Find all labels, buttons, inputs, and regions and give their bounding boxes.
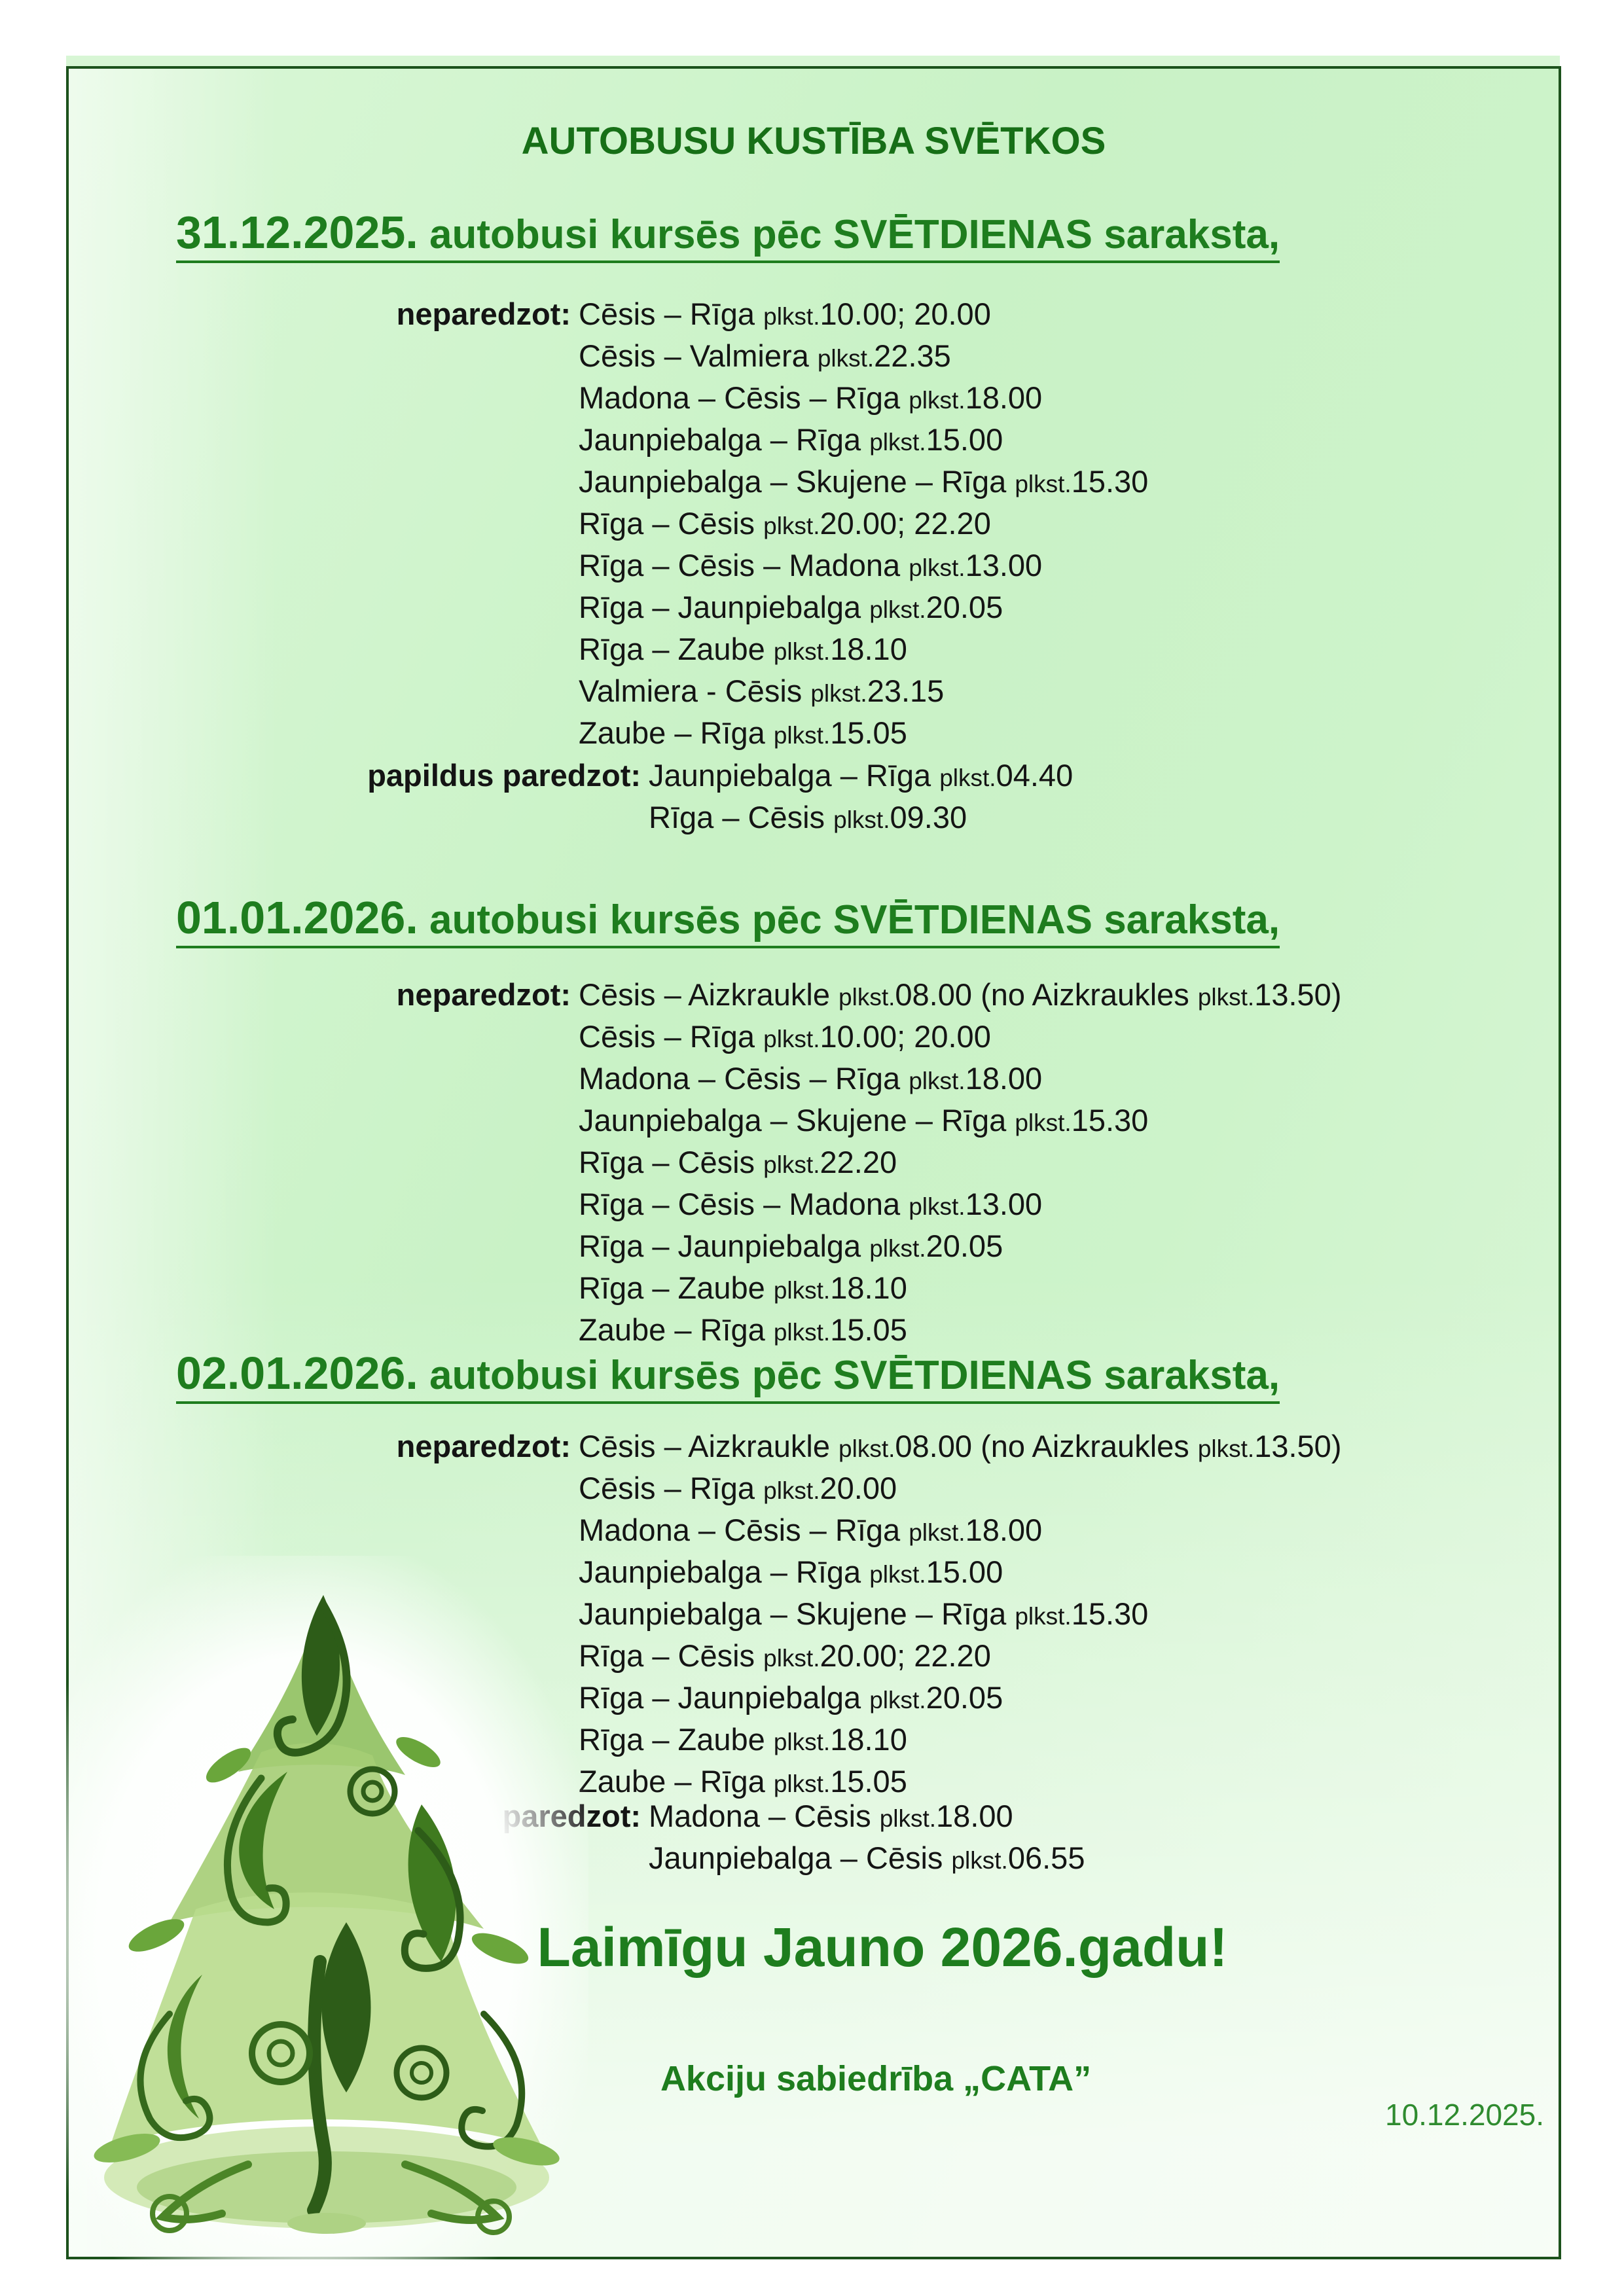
- route-row: Cēsis – Rīga plkst.10.00; 20.00: [579, 296, 991, 331]
- unforeseen-label: neparedzot:: [396, 977, 571, 1012]
- section-heading-31-12: 31.12.2025. autobusi kursēs pēc SVĒTDIEN…: [176, 209, 1280, 263]
- route-row: Cēsis – Aizkraukle plkst.08.00 (no Aizkr…: [579, 1429, 1342, 1463]
- route-row: Cēsis – Aizkraukle plkst.08.00 (no Aizkr…: [579, 977, 1342, 1012]
- time-abbr: plkst.: [869, 1561, 926, 1588]
- time-abbr: plkst.: [909, 1067, 965, 1094]
- time-abbr: plkst.: [763, 512, 820, 539]
- time-abbr: plkst.: [1197, 1435, 1255, 1462]
- route-row: Rīga – Cēsis – Madona plkst.13.00: [579, 1187, 1043, 1221]
- time-abbr: plkst.: [839, 1435, 895, 1462]
- time-abbr: plkst.: [909, 387, 965, 414]
- section-2-unforeseen-list: neparedzot: Cēsis – Aizkraukle plkst.08.…: [69, 975, 1559, 1352]
- section-heading-02-01: 02.01.2026. autobusi kursēs pēc SVĒTDIEN…: [176, 1350, 1280, 1404]
- time-abbr: plkst.: [869, 1235, 926, 1262]
- time-abbr: plkst.: [951, 1847, 1008, 1874]
- route-row: Cēsis – Rīga plkst.20.00: [579, 1471, 897, 1505]
- time-abbr: plkst.: [909, 1193, 965, 1220]
- new-year-greeting: Laimīgu Jauno 2026.gadu!: [537, 1916, 1228, 1978]
- route-row: Jaunpiebalga – Skujene – Rīga plkst.15.3…: [579, 464, 1149, 499]
- section-1-unforeseen-list: neparedzot: Cēsis – Rīga plkst.10.00; 20…: [69, 295, 1559, 755]
- time-abbr: plkst.: [773, 722, 831, 749]
- time-abbr: plkst.: [763, 1477, 820, 1504]
- unforeseen-label: neparedzot:: [396, 296, 571, 331]
- section-date: 01.01.2026.: [176, 892, 418, 943]
- time-abbr: plkst.: [869, 596, 926, 623]
- route-row: Madona – Cēsis – Rīga plkst.18.00: [579, 380, 1043, 415]
- time-abbr: plkst.: [909, 554, 965, 581]
- route-row: Jaunpiebalga – Rīga plkst.04.40: [649, 758, 1074, 793]
- time-abbr: plkst.: [773, 1277, 831, 1304]
- section-date: 02.01.2026.: [176, 1348, 418, 1399]
- route-row: Rīga – Zaube plkst.18.10: [579, 1722, 907, 1757]
- time-abbr: plkst.: [909, 1519, 965, 1546]
- route-rows: Jaunpiebalga – Rīga plkst.04.40 Rīga – Cē…: [649, 756, 1559, 840]
- route-row: Rīga – Cēsis plkst.20.00; 22.20: [579, 1638, 991, 1673]
- section-date: 31.12.2025.: [176, 207, 418, 258]
- route-rows: Cēsis – Aizkraukle plkst.08.00 (no Aizkr…: [579, 975, 1559, 1352]
- section-1-additional-list: papildus paredzot: Jaunpiebalga – Rīga p…: [69, 756, 1559, 840]
- time-abbr: plkst.: [773, 1319, 831, 1346]
- additional-label: papildus paredzot:: [367, 758, 641, 793]
- route-row: Jaunpiebalga – Rīga plkst.15.00: [579, 1554, 1003, 1589]
- time-abbr: plkst.: [869, 429, 926, 456]
- time-abbr: plkst.: [1015, 1109, 1072, 1136]
- route-row: Rīga – Cēsis plkst.09.30: [649, 800, 967, 834]
- time-abbr: plkst.: [869, 1687, 926, 1713]
- route-row: Madona – Cēsis – Rīga plkst.18.00: [579, 1061, 1043, 1096]
- document-frame: AUTOBUSU KUSTĪBA SVĒTKOS 31.12.2025. aut…: [65, 66, 1561, 2266]
- time-abbr: plkst.: [939, 764, 996, 791]
- time-abbr: plkst.: [763, 1026, 820, 1052]
- route-row: Cēsis – Valmiera plkst.22.35: [579, 338, 951, 373]
- time-abbr: plkst.: [810, 680, 867, 707]
- christmas-tree-image: [65, 1556, 588, 2266]
- route-row: Valmiera - Cēsis plkst.23.15: [579, 673, 945, 708]
- route-rows: Cēsis – Rīga plkst.10.00; 20.00 Cēsis – V…: [579, 295, 1559, 755]
- route-row: Madona – Cēsis plkst.18.00: [649, 1799, 1013, 1833]
- route-row: Jaunpiebalga – Skujene – Rīga plkst.15.3…: [579, 1596, 1149, 1631]
- section-heading-text: autobusi kursēs pēc SVĒTDIENAS saraksta,: [418, 212, 1280, 257]
- route-row: Zaube – Rīga plkst.15.05: [579, 1312, 907, 1347]
- route-row: Rīga – Jaunpiebalga plkst.20.05: [579, 1680, 1003, 1715]
- route-row: Rīga – Jaunpiebalga plkst.20.05: [579, 1229, 1003, 1263]
- time-abbr: plkst.: [839, 984, 895, 1011]
- route-row: Rīga – Zaube plkst.18.10: [579, 1270, 907, 1305]
- time-abbr: plkst.: [763, 1151, 820, 1178]
- time-abbr: plkst.: [1015, 1603, 1072, 1630]
- page-top-green-strip: [66, 56, 1560, 67]
- route-row: Zaube – Rīga plkst.15.05: [579, 1764, 907, 1799]
- issue-date: 10.12.2025.: [1384, 2098, 1544, 2132]
- route-row: Zaube – Rīga plkst.15.05: [579, 715, 907, 750]
- page-title: AUTOBUSU KUSTĪBA SVĒTKOS: [521, 120, 1106, 162]
- route-rows: Cēsis – Aizkraukle plkst.08.00 (no Aizkr…: [579, 1427, 1559, 1804]
- section-heading-text: autobusi kursēs pēc SVĒTDIENAS saraksta,: [418, 897, 1280, 942]
- time-abbr: plkst.: [1015, 471, 1072, 497]
- time-abbr: plkst.: [1197, 984, 1255, 1011]
- route-row: Rīga – Zaube plkst.18.10: [579, 632, 907, 666]
- route-row: Jaunpiebalga – Cēsis plkst.06.55: [649, 1840, 1085, 1875]
- time-abbr: plkst.: [833, 806, 890, 833]
- time-abbr: plkst.: [817, 345, 875, 372]
- time-abbr: plkst.: [773, 638, 831, 665]
- route-row: Jaunpiebalga – Rīga plkst.15.00: [579, 422, 1003, 457]
- time-abbr: plkst.: [763, 1645, 820, 1672]
- section-3-unforeseen-list: neparedzot: Cēsis – Aizkraukle plkst.08.…: [69, 1427, 1559, 1804]
- section-heading-text: autobusi kursēs pēc SVĒTDIENAS saraksta,: [418, 1353, 1280, 1398]
- time-abbr: plkst.: [763, 303, 820, 330]
- route-row: Madona – Cēsis – Rīga plkst.18.00: [579, 1513, 1043, 1547]
- section-heading-01-01: 01.01.2026. autobusi kursēs pēc SVĒTDIEN…: [176, 895, 1280, 948]
- route-row: Rīga – Cēsis plkst.20.00; 22.20: [579, 506, 991, 541]
- christmas-tree-svg: [94, 1595, 560, 2235]
- company-name: Akciju sabiedrība „CATA”: [660, 2059, 1092, 2098]
- route-row: Rīga – Cēsis plkst.22.20: [579, 1145, 897, 1179]
- route-rows: Madona – Cēsis plkst.18.00 Jaunpiebalga –…: [649, 1797, 1559, 1880]
- time-abbr: plkst.: [879, 1805, 937, 1832]
- time-abbr: plkst.: [773, 1729, 831, 1755]
- unforeseen-label: neparedzot:: [396, 1429, 571, 1463]
- route-row: Jaunpiebalga – Skujene – Rīga plkst.15.3…: [579, 1103, 1149, 1138]
- route-row: Rīga – Cēsis – Madona plkst.13.00: [579, 548, 1043, 583]
- route-row: Rīga – Jaunpiebalga plkst.20.05: [579, 590, 1003, 624]
- time-abbr: plkst.: [773, 1770, 831, 1797]
- route-row: Cēsis – Rīga plkst.10.00; 20.00: [579, 1019, 991, 1054]
